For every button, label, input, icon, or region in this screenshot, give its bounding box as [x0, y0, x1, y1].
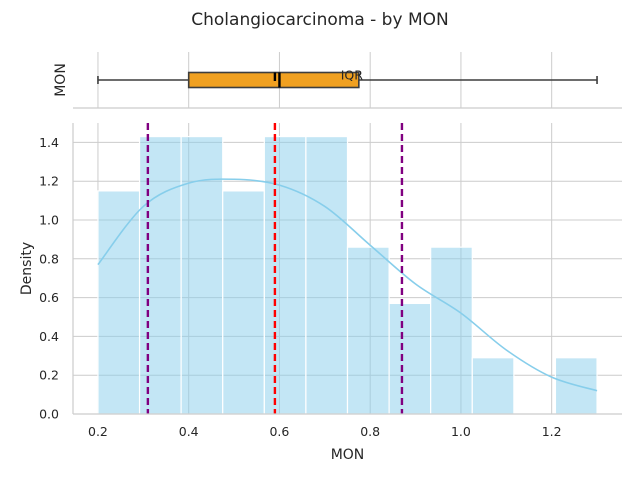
kde-curve	[97, 178, 598, 392]
reference-lines	[146, 123, 404, 414]
histogram-bar	[388, 302, 432, 415]
y-tick-labels: 0.0 0.2 0.4 0.6 0.8 1.0 1.2 1.4	[39, 135, 59, 422]
histogram-bar	[263, 135, 307, 415]
boxplot-panel: MON IQR	[53, 52, 622, 109]
y-tick-label: 0.4	[39, 329, 59, 344]
x-tick-label: 0.8	[360, 424, 380, 439]
x-tick-label: 1.2	[542, 424, 562, 439]
y-tick-label: 0.0	[39, 407, 59, 422]
y-tick-label: 1.4	[39, 135, 59, 150]
chart-title: Cholangiocarcinoma - by MON	[191, 10, 448, 30]
histogram-axes	[72, 123, 622, 415]
histogram-bar	[471, 357, 515, 415]
histogram-bar	[305, 135, 349, 415]
y-tick-label: 0.2	[39, 368, 59, 383]
histogram-bar	[138, 135, 182, 415]
histogram-bar	[430, 246, 473, 415]
y-axis-label: Density	[19, 242, 35, 295]
histogram-bars	[97, 135, 598, 415]
y-tick-label: 0.8	[39, 251, 59, 266]
iqr-annotation: IQR	[341, 68, 364, 83]
y-tick-label: 0.6	[39, 290, 59, 305]
x-axis-label: MON	[331, 447, 365, 463]
y-tick-label: 1.0	[39, 213, 59, 228]
x-tick-label: 0.6	[269, 424, 289, 439]
x-tick-label: 0.4	[179, 424, 199, 439]
boxplot-y-axis-label: MON	[53, 63, 69, 97]
x-tick-label: 0.2	[88, 424, 108, 439]
x-tick-labels: 0.2 0.4 0.6 0.8 1.0 1.2	[88, 424, 562, 439]
histogram-panel: 0.2 0.4 0.6 0.8 1.0 1.2 0.0 0.2 0.4 0.6 0.8 1.0 1.2…	[19, 123, 622, 463]
kde-curve-layer	[97, 178, 598, 392]
histogram-bar	[346, 246, 390, 415]
x-tick-label: 1.0	[451, 424, 471, 439]
histogram-bar	[180, 135, 224, 415]
histogram-bar	[97, 190, 141, 415]
histogram-bar	[222, 190, 265, 415]
boxplot-marks	[97, 71, 598, 89]
y-tick-label: 1.2	[39, 174, 59, 189]
